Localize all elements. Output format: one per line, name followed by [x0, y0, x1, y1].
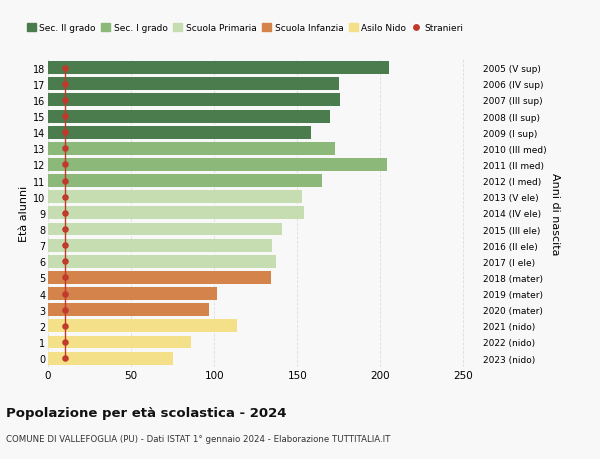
Point — [60, 355, 70, 362]
Bar — [48, 207, 304, 220]
Point — [60, 129, 70, 137]
Point — [60, 178, 70, 185]
Point — [60, 210, 70, 217]
Bar — [48, 352, 173, 365]
Point — [60, 339, 70, 346]
Point — [60, 81, 70, 88]
Point — [60, 258, 70, 265]
Text: Popolazione per età scolastica - 2024: Popolazione per età scolastica - 2024 — [6, 406, 287, 419]
Bar — [48, 239, 272, 252]
Bar — [48, 62, 389, 75]
Bar — [48, 110, 331, 123]
Point — [60, 242, 70, 249]
Bar — [48, 320, 238, 333]
Bar — [48, 78, 339, 91]
Bar — [48, 303, 209, 317]
Point — [60, 65, 70, 72]
Bar — [48, 191, 302, 204]
Point — [60, 306, 70, 313]
Point — [60, 97, 70, 104]
Point — [60, 290, 70, 297]
Legend: Sec. II grado, Sec. I grado, Scuola Primaria, Scuola Infanzia, Asilo Nido, Stran: Sec. II grado, Sec. I grado, Scuola Prim… — [26, 24, 463, 33]
Point — [60, 113, 70, 121]
Y-axis label: Anni di nascita: Anni di nascita — [550, 172, 560, 255]
Bar — [48, 271, 271, 284]
Bar — [48, 287, 217, 300]
Point — [60, 162, 70, 169]
Point — [60, 146, 70, 153]
Y-axis label: Età alunni: Età alunni — [19, 185, 29, 241]
Bar — [48, 223, 282, 236]
Bar — [48, 94, 340, 107]
Point — [60, 226, 70, 233]
Bar — [48, 336, 191, 349]
Bar — [48, 159, 387, 172]
Point — [60, 323, 70, 330]
Bar — [48, 255, 275, 268]
Point — [60, 274, 70, 281]
Point — [60, 194, 70, 201]
Text: COMUNE DI VALLEFOGLIA (PU) - Dati ISTAT 1° gennaio 2024 - Elaborazione TUTTITALI: COMUNE DI VALLEFOGLIA (PU) - Dati ISTAT … — [6, 434, 391, 443]
Bar — [48, 175, 322, 188]
Bar — [48, 143, 335, 156]
Bar — [48, 127, 311, 140]
